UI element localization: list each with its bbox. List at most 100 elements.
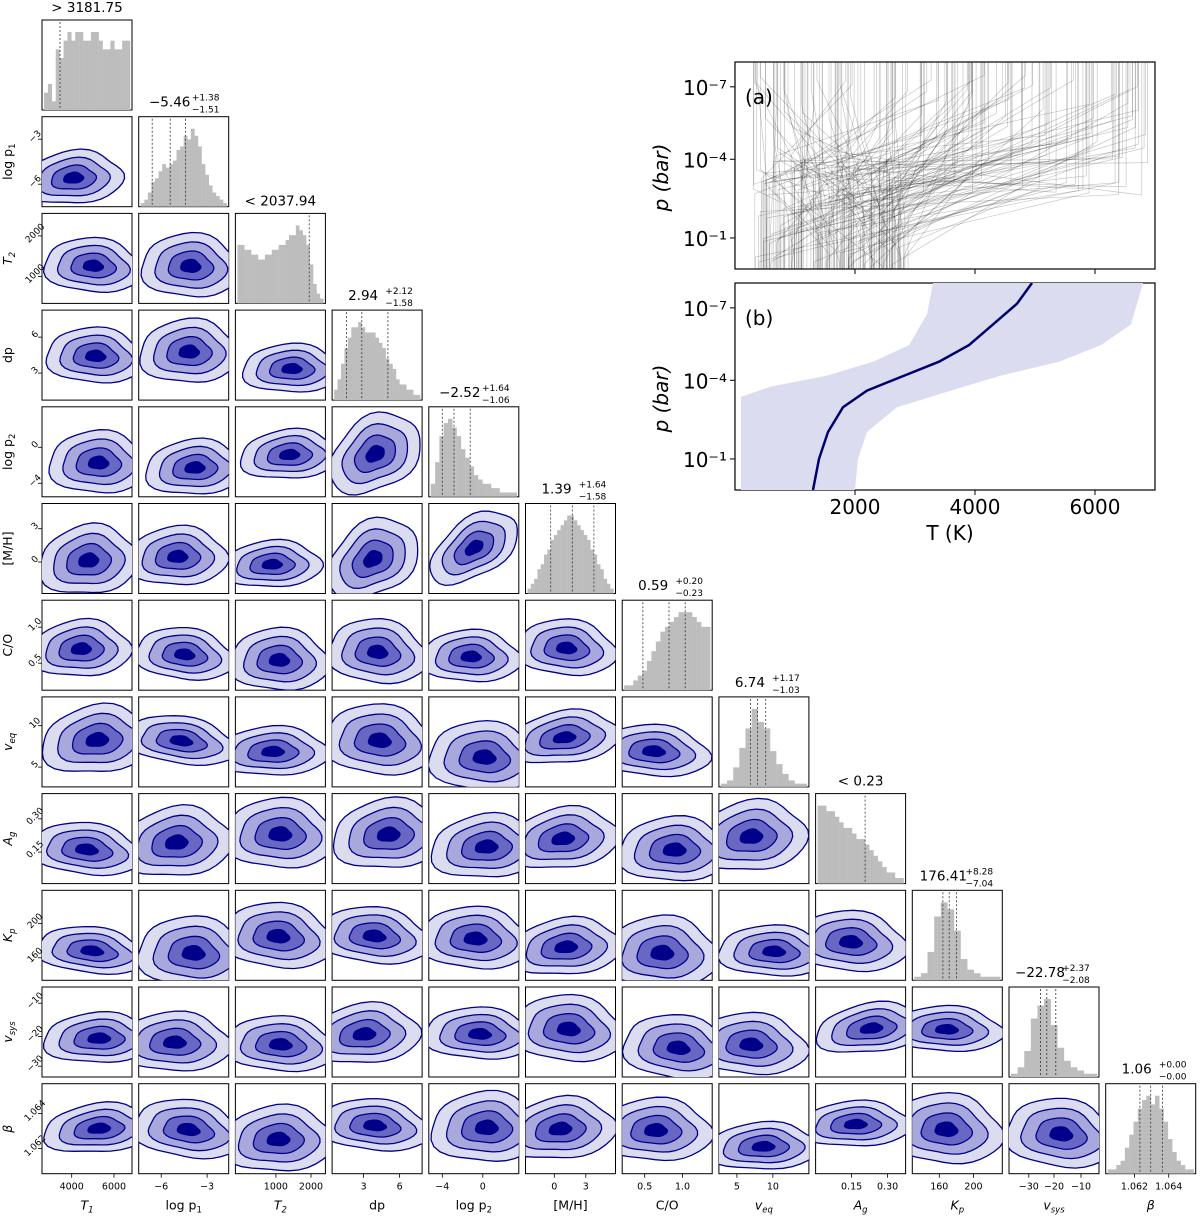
contour-panel-logp1-beta: [138, 1083, 230, 1175]
hist-bar: [560, 525, 565, 594]
ytick-label: 0: [30, 439, 41, 450]
hist-bar: [1172, 1152, 1177, 1174]
ytick-label: −3: [27, 129, 43, 145]
xaxis-label: vsys: [1043, 1198, 1065, 1216]
profile-sample: [794, 62, 985, 269]
hist-bar: [886, 872, 891, 884]
contour-level: [363, 549, 383, 568]
contour-level: [838, 935, 864, 949]
profile-sample: [777, 62, 802, 269]
hist-bar: [251, 254, 255, 304]
hist-bar: [295, 225, 300, 304]
hist-bar: [102, 49, 107, 110]
hist-bar: [1189, 1169, 1194, 1174]
hist-bar: [847, 827, 853, 884]
profile-sample: [881, 62, 1008, 269]
profile-sample: [900, 62, 972, 269]
profile-sample: [855, 62, 1033, 269]
xaxis-T2: 1000 2000 T2: [264, 1173, 323, 1216]
profile-sample: [801, 62, 1046, 269]
hist-bar: [1024, 1051, 1032, 1077]
yaxis-dp: 3 6 dp: [0, 329, 42, 377]
profile-sample: [844, 62, 1033, 269]
hist-bar: [920, 973, 928, 981]
hist-bar: [1090, 1073, 1098, 1077]
hist-bar: [155, 178, 159, 207]
hist-bar: [340, 363, 345, 401]
xaxis-label: β: [1146, 1198, 1155, 1213]
profile-sample: [780, 62, 814, 269]
ytick-label: 10⁻⁴: [683, 369, 727, 393]
hist-panel-MH: 1.39 +1.64 −1.58: [525, 481, 616, 594]
hist-bar: [852, 833, 857, 884]
contour-level: [78, 552, 100, 568]
hist-bar: [660, 631, 666, 691]
hist-bar: [877, 861, 883, 884]
contour-panel-T1-CO: [41, 599, 133, 691]
contour-level: [82, 259, 105, 272]
panel-label: (a): [745, 85, 773, 109]
hist-bar: [1030, 1018, 1038, 1077]
hist-bar: [583, 535, 588, 594]
contour-panel-logp1-Kp: [138, 889, 230, 981]
hist-bar: [788, 780, 795, 787]
hist-title-lower: −0.00: [1159, 1073, 1187, 1083]
contour-panel-veq-vsys: [718, 986, 810, 1078]
contour-level: [167, 549, 189, 563]
yaxis-label: C/O: [0, 634, 15, 657]
hist-bar: [512, 492, 517, 497]
profile-sample: [878, 62, 892, 269]
ytick-label: 6: [30, 329, 41, 340]
hist-bar: [733, 767, 740, 787]
contour-level: [641, 745, 667, 757]
contour-level: [87, 1032, 112, 1044]
ytick-label: −4: [27, 473, 44, 490]
profile-sample: [860, 62, 1088, 269]
profile-sample: [870, 62, 1044, 269]
profile-sample: [894, 62, 906, 269]
contour-level: [474, 1119, 499, 1136]
ytick-label: 10⁻¹: [683, 227, 727, 251]
hist-bar: [1044, 999, 1051, 1077]
xaxis-logp2: −4 0 log p2: [435, 1173, 492, 1216]
contour-level: [843, 1118, 868, 1130]
hist-bar: [473, 475, 479, 497]
ytick-label: 1.064: [23, 1098, 48, 1123]
profile-sample: [783, 62, 1121, 269]
hist-bar: [967, 969, 975, 981]
contour-level: [279, 448, 301, 461]
hist-bar: [1112, 1169, 1117, 1174]
hist-bar: [51, 101, 56, 110]
hist-bar: [821, 805, 827, 884]
profile-sample: [777, 62, 1047, 269]
hist-bar: [655, 641, 661, 691]
profile-sample: [883, 62, 1148, 269]
profile-sample: [765, 62, 1052, 269]
profile-sample: [871, 62, 895, 269]
panel-frame: [331, 503, 423, 594]
ytick-label: −20: [25, 1024, 46, 1045]
profile-sample: [783, 62, 1086, 269]
yaxis-label: p (bar): [649, 144, 673, 213]
contour-panel-CO-Kp: [621, 889, 713, 981]
contour-panel-dp-beta: [331, 1083, 423, 1175]
yaxis-label: p (bar): [649, 365, 673, 434]
profile-sample: [828, 62, 1117, 269]
contour-level: [268, 826, 293, 842]
profile-sample: [796, 62, 925, 269]
profile-sample: [810, 62, 1049, 269]
contour-level: [934, 1023, 959, 1035]
xaxis-T1: 4000 6000 T1: [60, 1173, 126, 1216]
contour-panel-logp2-CO: [428, 599, 520, 691]
profile-sample: [844, 62, 1079, 269]
profile-sample: [898, 62, 964, 269]
hist-bar: [987, 976, 994, 981]
profile-sample: [886, 62, 1084, 269]
profile-sample: [864, 62, 953, 269]
profile-sample: [840, 62, 897, 269]
contour-panel-T2-dp: [234, 309, 326, 401]
hist-title: > 3181.75: [51, 0, 122, 16]
profile-sample: [818, 62, 1090, 269]
profile-sample: [858, 62, 969, 269]
